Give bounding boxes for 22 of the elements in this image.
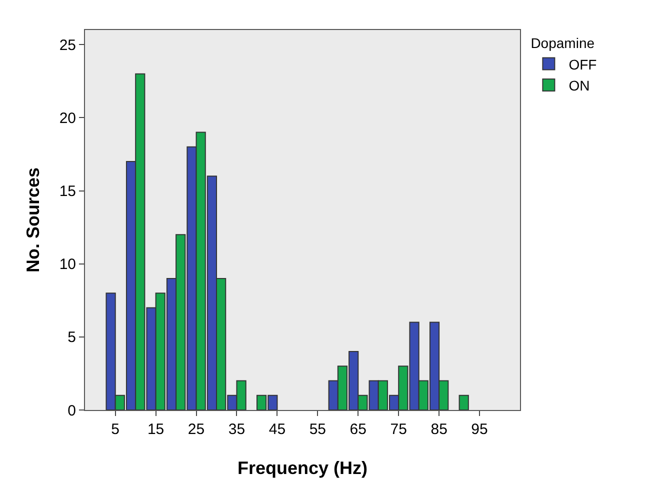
legend-label: OFF: [568, 56, 597, 72]
x-tick-label: 45: [268, 421, 286, 438]
y-tick-label: 0: [68, 402, 76, 420]
y-axis-title: No. Sources: [23, 167, 43, 273]
legend-label: ON: [568, 77, 590, 94]
y-tick-label: 15: [59, 183, 76, 200]
x-tick-label: 25: [188, 421, 205, 438]
x-tick-label: 5: [111, 421, 120, 438]
y-tick-label: 20: [59, 110, 76, 127]
y-tick-label: 10: [59, 256, 76, 274]
x-tick-label: 55: [309, 421, 326, 438]
x-tick-label: 65: [350, 421, 366, 438]
x-tick-label: 85: [430, 421, 448, 438]
x-tick-label: 15: [147, 421, 164, 438]
y-tick-label: 25: [59, 36, 76, 54]
x-tick-label: 35: [228, 421, 246, 438]
bar: [458, 394, 469, 410]
x-tick-label: 95: [471, 421, 488, 438]
x-axis-title: Frequency (Hz): [237, 458, 368, 478]
y-tick-label: 5: [68, 329, 76, 346]
legend-title: Dopamine: [530, 35, 595, 52]
x-tick-label: 75: [390, 421, 407, 438]
